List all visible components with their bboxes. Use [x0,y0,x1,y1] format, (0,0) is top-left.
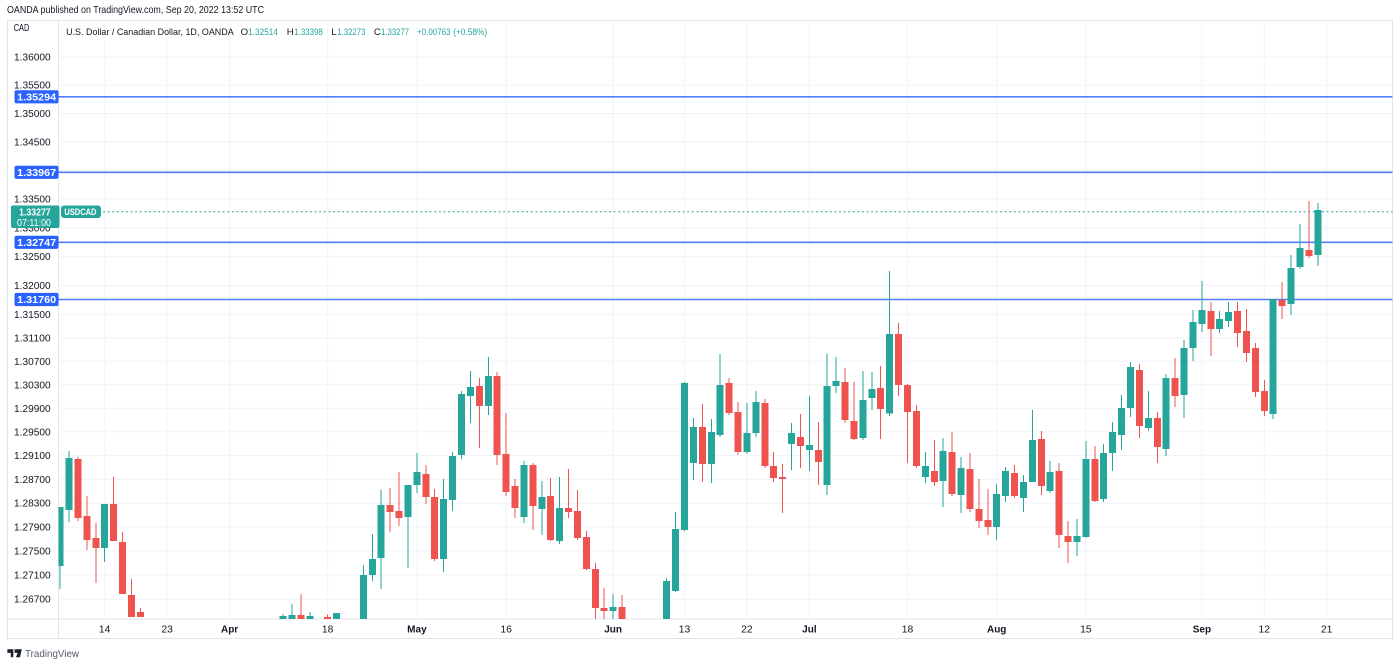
svg-text:May: May [407,625,427,636]
svg-text:CAD: CAD [14,23,30,34]
svg-text:1.32514: 1.32514 [248,27,278,38]
svg-text:1.27500: 1.27500 [14,547,51,558]
svg-text:22: 22 [741,625,753,636]
svg-text:15: 15 [1080,625,1092,636]
svg-text:1.26700: 1.26700 [14,595,51,606]
svg-text:C: C [374,27,381,38]
svg-text:1.27100: 1.27100 [14,571,51,582]
svg-text:1.33000: 1.33000 [14,223,51,234]
svg-text:TradingView: TradingView [25,648,79,660]
svg-text:12: 12 [1259,625,1271,636]
svg-text:1.29500: 1.29500 [14,427,51,438]
svg-text:Jul: Jul [802,625,817,636]
svg-text:Sep: Sep [1193,625,1211,636]
svg-text:1.31100: 1.31100 [14,333,51,344]
svg-text:1.35294: 1.35294 [17,92,56,103]
svg-text:L: L [331,27,337,38]
svg-text:Aug: Aug [987,625,1006,636]
svg-text:18: 18 [902,625,914,636]
svg-text:1.30700: 1.30700 [14,357,51,368]
svg-text:1.35000: 1.35000 [14,109,51,120]
svg-text:07:11:00: 07:11:00 [17,218,51,229]
svg-text:Jun: Jun [604,625,622,636]
svg-text:1.34500: 1.34500 [14,137,51,148]
svg-text:1.29100: 1.29100 [14,451,51,462]
svg-text:Apr: Apr [221,625,238,636]
svg-text:1.33277: 1.33277 [19,208,51,219]
svg-text:1.33500: 1.33500 [14,195,51,206]
svg-text:1.29900: 1.29900 [14,404,51,415]
svg-text:18: 18 [322,625,334,636]
svg-text:USDCAD: USDCAD [64,207,96,218]
svg-text:1.31760: 1.31760 [17,295,56,306]
svg-text:1.32273: 1.32273 [337,27,365,38]
svg-text:1.31500: 1.31500 [14,310,51,321]
svg-text:1.27900: 1.27900 [14,523,51,534]
svg-text:OANDA published on TradingView: OANDA published on TradingView.com, Sep … [7,4,264,16]
svg-text:U.S. Dollar / Canadian Dollar,: U.S. Dollar / Canadian Dollar, 1D, OANDA [66,27,234,38]
svg-text:+0.00763: +0.00763 [417,27,451,38]
svg-text:1.32500: 1.32500 [14,252,51,263]
svg-text:1.28700: 1.28700 [14,475,51,486]
svg-text:14: 14 [99,625,111,636]
svg-text:16: 16 [500,625,512,636]
svg-text:1.35500: 1.35500 [14,81,51,92]
svg-text:1.32747: 1.32747 [17,238,56,249]
svg-text:H: H [287,27,294,38]
svg-text:1.33277: 1.33277 [381,27,409,38]
svg-text:13: 13 [679,625,691,636]
svg-text:1.33398: 1.33398 [294,27,323,38]
svg-text:1.33967: 1.33967 [17,168,56,179]
svg-text:21: 21 [1321,625,1333,636]
svg-text:1.36000: 1.36000 [14,53,51,64]
svg-text:1.32000: 1.32000 [14,281,51,292]
svg-text:23: 23 [161,625,173,636]
svg-text:1.30300: 1.30300 [14,380,51,391]
svg-text:(+0.58%): (+0.58%) [453,27,487,38]
svg-text:1.28300: 1.28300 [14,499,51,510]
svg-text:O: O [241,27,248,38]
